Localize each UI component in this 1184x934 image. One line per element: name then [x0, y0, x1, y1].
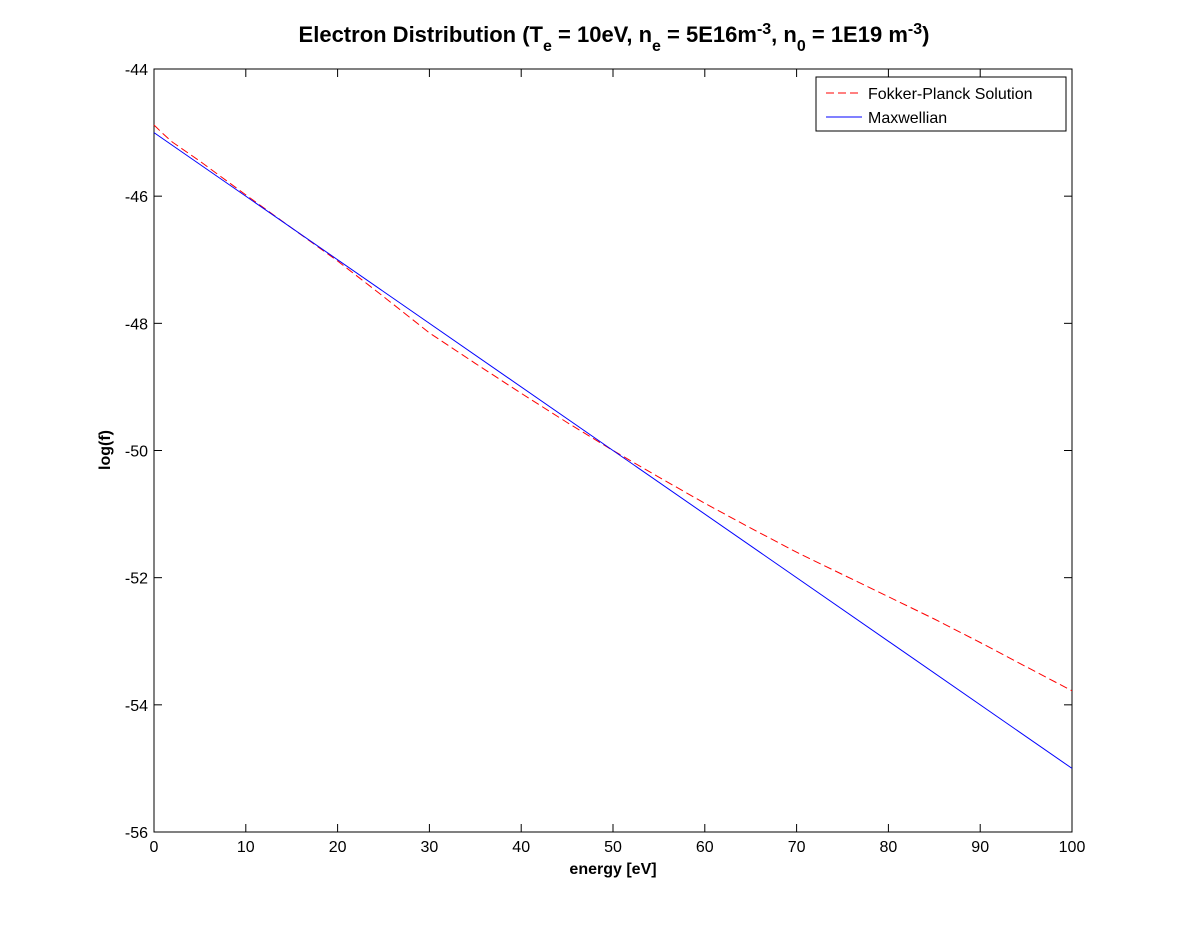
x-tick-label: 70 [788, 839, 806, 856]
y-tick-label: -50 [125, 444, 148, 461]
legend-box [815, 76, 1067, 132]
legend-label-fokker-planck: Fokker-Planck Solution [868, 86, 1033, 103]
y-tick-label: -56 [125, 825, 148, 842]
x-tick-label: 100 [1059, 839, 1086, 856]
y-tick-label: -48 [125, 316, 148, 333]
x-tick-label: 90 [971, 839, 989, 856]
series-line-fokker-planck [153, 124, 1073, 692]
x-tick-label: 20 [329, 839, 347, 856]
y-axis-label: log(f) [97, 430, 114, 470]
axis-ticks: 0 10 20 30 40 50 60 70 80 90 100 -44 -46 -48 -50 -52 -54… [125, 62, 1086, 856]
y-tick-label: -52 [125, 571, 148, 588]
y-tick-label: -44 [125, 62, 148, 79]
y-tick-label: -54 [125, 698, 148, 715]
series-lines [153, 124, 1073, 769]
y-tick-label: -46 [125, 189, 148, 206]
x-axis-label: energy [eV] [569, 861, 656, 878]
chart-title: Electron Distribution (Te = 10eV, ne = 5… [299, 21, 930, 55]
legend: Fokker-Planck Solution Maxwellian [815, 76, 1067, 132]
x-tick-label: 60 [696, 839, 714, 856]
x-tick-label: 40 [512, 839, 530, 856]
x-tick-label: 10 [237, 839, 255, 856]
x-tick-label: 0 [150, 839, 159, 856]
x-tick-label: 80 [880, 839, 898, 856]
series-line-maxwellian [153, 132, 1073, 769]
legend-label-maxwellian: Maxwellian [868, 110, 947, 127]
x-tick-label: 50 [604, 839, 622, 856]
x-tick-label: 30 [421, 839, 439, 856]
